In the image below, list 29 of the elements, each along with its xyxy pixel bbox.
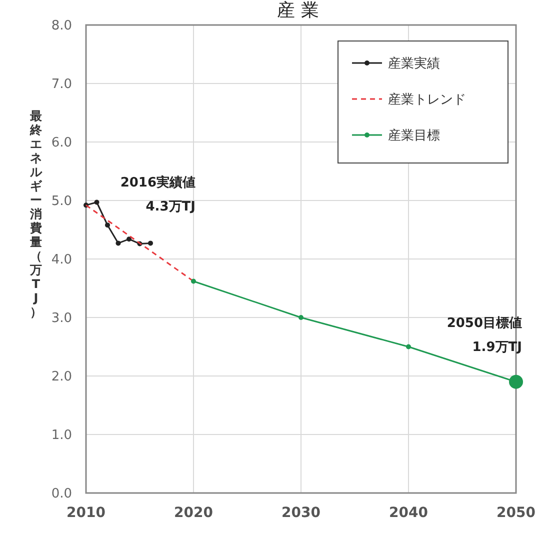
- legend-label: 産業目標: [388, 128, 440, 144]
- annotation: 2050目標値 1.9万TJ: [446, 316, 522, 355]
- x-tick-label: 2040: [389, 505, 428, 521]
- legend-label: 産業実績: [388, 56, 440, 72]
- point: [105, 222, 110, 228]
- point: [116, 240, 121, 246]
- y-tick-label: 0.0: [51, 486, 72, 502]
- point: [406, 344, 411, 350]
- y-tick-label: 5.0: [51, 194, 72, 210]
- y-tick-label: 8.0: [51, 18, 72, 34]
- y-tick-label: 1.0: [51, 428, 72, 444]
- chart-title: 産業: [277, 0, 325, 21]
- y-tick-label: 6.0: [51, 136, 72, 151]
- point: [126, 236, 132, 242]
- x-tick-label: 2050: [496, 505, 536, 521]
- annotation: 2016実績値 4.3万TJ: [120, 174, 196, 214]
- y-tick-label: 4.0: [51, 252, 72, 268]
- y-tick-label: 2.0: [51, 370, 72, 385]
- legend-label: 産業トレンド: [388, 92, 466, 108]
- text: 最終エネルギー消費量（万TJ）: [30, 109, 42, 319]
- x-tick-label: 2010: [66, 505, 106, 521]
- point: [94, 200, 100, 205]
- y-tick-label: 3.0: [51, 311, 72, 326]
- y-tick-label: 7.0: [51, 77, 72, 92]
- x-tick-label: 2020: [174, 505, 214, 521]
- point: [191, 278, 196, 284]
- x-tick-label: 2030: [282, 505, 321, 521]
- point: [298, 315, 304, 320]
- point: [148, 240, 153, 246]
